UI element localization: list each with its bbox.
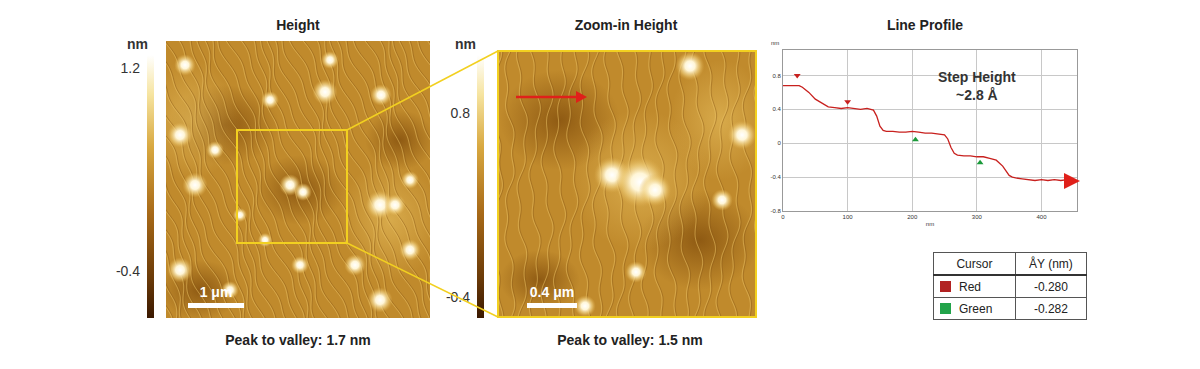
svg-text:Height: Height — [276, 17, 320, 33]
svg-text:Step Height~2.8 Å: Step Height~2.8 Å — [938, 69, 1016, 103]
svg-text:1.2: 1.2 — [121, 60, 141, 76]
svg-text:-0.4: -0.4 — [116, 263, 140, 279]
svg-text:nm: nm — [926, 221, 934, 227]
svg-text:-0.4: -0.4 — [445, 288, 470, 305]
svg-text:0.4: 0.4 — [772, 106, 781, 112]
svg-text:400: 400 — [1036, 214, 1047, 220]
svg-text:nm: nm — [455, 36, 476, 52]
svg-text:0: 0 — [781, 214, 785, 220]
svg-text:0: 0 — [777, 140, 781, 146]
html-text:Green: Green — [959, 301, 993, 316]
html-text:Red: Red — [959, 279, 981, 294]
svg-text:200: 200 — [907, 214, 918, 220]
svg-text:-0.4: -0.4 — [770, 174, 781, 180]
html-text:-0.282: -0.282 — [1033, 301, 1068, 316]
html-text:-0.280: -0.280 — [1033, 279, 1068, 294]
svg-text:Peak to valley: 1.7 nm: Peak to valley: 1.7 nm — [225, 332, 371, 348]
svg-text:1 μm: 1 μm — [200, 284, 233, 300]
html-text:Cursor: Cursor — [956, 256, 993, 271]
svg-text:100: 100 — [843, 214, 854, 220]
svg-text:0.8: 0.8 — [772, 73, 781, 79]
svg-text:nm: nm — [127, 36, 148, 52]
svg-text:-0.8: -0.8 — [770, 208, 781, 214]
svg-text:Zoom-in Height: Zoom-in Height — [575, 17, 678, 33]
svg-text:0.8: 0.8 — [451, 105, 471, 121]
svg-text:Peak to valley: 1.5 nm: Peak to valley: 1.5 nm — [557, 332, 703, 348]
svg-text:Line Profile: Line Profile — [887, 17, 963, 33]
svg-text:nm: nm — [771, 40, 779, 46]
svg-text:0.4 μm: 0.4 μm — [530, 284, 574, 300]
html-text:ÅY (nm): ÅY (nm) — [1029, 256, 1073, 271]
svg-text:300: 300 — [972, 214, 983, 220]
